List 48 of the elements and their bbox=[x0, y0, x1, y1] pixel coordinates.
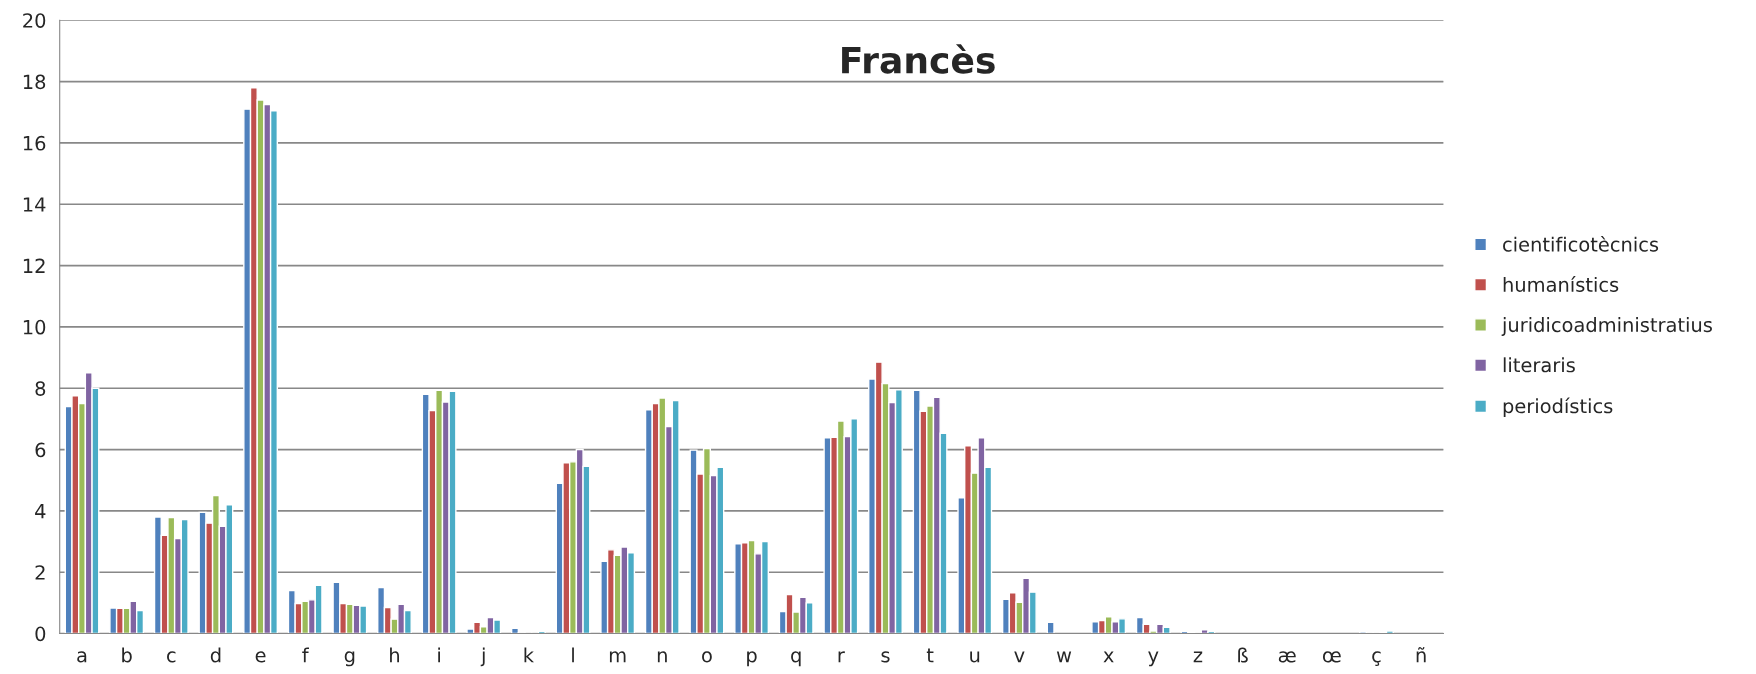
y-tick-label: 0 bbox=[35, 626, 46, 642]
y-tick-label: 2 bbox=[35, 565, 45, 580]
y-tick-label: 10 bbox=[23, 319, 46, 335]
x-tick-label: d bbox=[210, 647, 221, 663]
x-tick-label: ç bbox=[1372, 651, 1381, 666]
x-tick-label: b bbox=[122, 647, 132, 663]
x-tick-label: p bbox=[747, 651, 757, 667]
y-tick-label: 18 bbox=[23, 74, 46, 90]
x-tick-label: z bbox=[1193, 651, 1203, 663]
legend-label: periodístics bbox=[1503, 397, 1613, 418]
x-tick-label: r bbox=[838, 651, 845, 663]
y-tick-label: 8 bbox=[35, 381, 46, 396]
y-tick-label: 16 bbox=[23, 135, 46, 151]
legend-label: humanístics bbox=[1503, 276, 1619, 292]
x-tick-label: x bbox=[1103, 651, 1114, 663]
x-tick-label: u bbox=[970, 651, 980, 663]
y-tick-label: 6 bbox=[35, 442, 46, 458]
x-tick-label: i bbox=[438, 647, 440, 663]
x-tick-label: f bbox=[302, 647, 309, 663]
x-tick-label: h bbox=[390, 647, 399, 663]
x-tick-label: t bbox=[926, 648, 934, 663]
y-tick-label: 4 bbox=[35, 504, 46, 519]
x-tick-label: w bbox=[1056, 651, 1072, 663]
y-tick-label: 14 bbox=[23, 197, 46, 212]
x-tick-label: s bbox=[881, 651, 890, 663]
text: Francès bbox=[842, 44, 995, 74]
y-tick-label: 12 bbox=[23, 258, 45, 273]
legend-label: cientificotècnics bbox=[1503, 235, 1659, 252]
x-tick-label: q bbox=[791, 651, 801, 667]
x-tick-label: a bbox=[77, 651, 87, 663]
x-tick-label: ñ bbox=[1416, 647, 1426, 663]
x-tick-label: y bbox=[1148, 651, 1159, 667]
x-tick-label: æ bbox=[1278, 651, 1296, 663]
legend-label: literaris bbox=[1503, 357, 1575, 373]
x-tick-label: m bbox=[609, 651, 626, 663]
x-tick-label: g bbox=[344, 651, 355, 667]
x-tick-label: v bbox=[1014, 651, 1025, 663]
x-tick-label: k bbox=[524, 647, 534, 663]
x-tick-label: l bbox=[572, 647, 574, 663]
x-tick-label: o bbox=[702, 651, 712, 663]
x-tick-label: ß bbox=[1238, 647, 1248, 663]
x-tick-label: œ bbox=[1322, 651, 1341, 663]
x-tick-label: c bbox=[167, 651, 176, 663]
x-tick-label: e bbox=[255, 651, 266, 663]
x-tick-label: n bbox=[657, 651, 667, 663]
x-tick-label: j bbox=[480, 647, 485, 667]
y-tick-label: 20 bbox=[23, 13, 46, 28]
legend-label: juridicoadministratius bbox=[1501, 317, 1712, 336]
